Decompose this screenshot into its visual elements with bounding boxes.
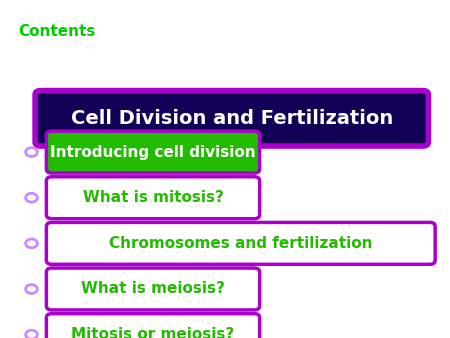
Text: What is meiosis?: What is meiosis? xyxy=(81,282,225,296)
Text: Contents: Contents xyxy=(18,24,95,39)
FancyBboxPatch shape xyxy=(46,131,260,173)
Text: What is mitosis?: What is mitosis? xyxy=(82,190,224,205)
Text: Introducing cell division: Introducing cell division xyxy=(50,145,256,160)
FancyBboxPatch shape xyxy=(46,222,435,264)
FancyBboxPatch shape xyxy=(46,314,260,338)
Text: Cell Division and Fertilization: Cell Division and Fertilization xyxy=(71,109,393,128)
Text: Chromosomes and fertilization: Chromosomes and fertilization xyxy=(109,236,373,251)
Text: Mitosis or meiosis?: Mitosis or meiosis? xyxy=(72,327,234,338)
FancyBboxPatch shape xyxy=(35,91,428,146)
FancyBboxPatch shape xyxy=(46,268,260,310)
FancyBboxPatch shape xyxy=(46,177,260,219)
